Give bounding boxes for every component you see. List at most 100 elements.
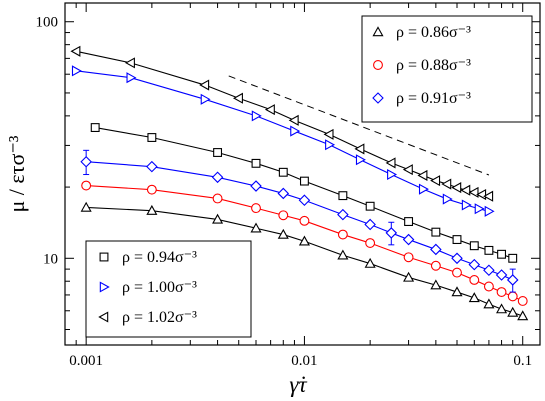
data-point-rho-0.86 — [496, 303, 508, 314]
legend-label-rho-0.88: ρ = 0.88σ⁻³ — [396, 57, 471, 74]
data-point-rho-0.94 — [404, 217, 414, 226]
legend-label-rho-1.02: ρ = 1.02σ⁻³ — [122, 309, 197, 326]
data-point-rho-0.86 — [517, 310, 529, 321]
legend-entry-rho-0.94: ρ = 0.94σ⁻³ — [99, 249, 197, 266]
data-point-rho-0.88 — [430, 260, 441, 271]
data-point-rho-1.02 — [385, 157, 396, 169]
data-point-rho-0.86 — [298, 235, 310, 246]
data-point-rho-0.91 — [468, 258, 481, 271]
legend-marker-rho-0.91 — [372, 92, 384, 104]
data-point-rho-0.91 — [430, 243, 442, 256]
legend-entry-rho-0.86: ρ = 0.86σ⁻³ — [372, 24, 471, 41]
legend-marker-rho-0.86 — [372, 26, 384, 37]
data-point-rho-0.88 — [278, 210, 289, 221]
data-point-rho-0.94 — [508, 253, 518, 263]
data-point-rho-0.86 — [483, 298, 495, 309]
legend-top-right-box — [361, 15, 533, 123]
legend-label-rho-0.86: ρ = 0.86σ⁻³ — [396, 24, 471, 41]
x-axis-title: γ̇τ — [289, 372, 307, 397]
series-line-rho-0.86 — [86, 206, 523, 317]
data-point-rho-0.91 — [495, 269, 508, 281]
data-point-rho-1.00 — [484, 205, 495, 217]
plot-frame — [64, 2, 541, 346]
data-point-rho-0.94 — [365, 201, 375, 211]
data-point-rho-1.02 — [417, 169, 428, 181]
data-point-rho-0.94 — [469, 241, 479, 251]
data-point-rho-1.02 — [70, 45, 81, 57]
data-point-rho-1.00 — [474, 203, 485, 215]
series-rho-1.00 — [71, 65, 495, 217]
data-point-rho-0.94 — [497, 249, 507, 259]
data-point-rho-0.86 — [451, 286, 463, 297]
data-point-rho-1.02 — [441, 178, 452, 190]
legend-label-rho-0.91: ρ = 0.91σ⁻³ — [396, 90, 471, 107]
data-point-rho-0.91 — [451, 252, 463, 265]
data-point-rho-0.94 — [299, 176, 309, 186]
legend-top-right: ρ = 0.86σ⁻³ ρ = 0.88σ⁻³ ρ = 0.91σ⁻³ — [361, 15, 533, 123]
data-point-rho-0.94 — [213, 148, 223, 157]
data-point-rho-1.02 — [288, 114, 299, 126]
data-point-rho-0.88 — [483, 281, 494, 292]
series-rho-0.88 — [81, 180, 528, 306]
data-point-rho-0.86 — [212, 213, 224, 224]
data-point-rho-0.88 — [212, 193, 223, 204]
data-point-rho-0.88 — [507, 291, 518, 302]
reference-line-group — [228, 75, 490, 176]
series-rho-0.91 — [80, 149, 519, 293]
data-point-rho-1.02 — [468, 186, 479, 198]
legend-entry-rho-1.00: ρ = 1.00σ⁻³ — [99, 279, 197, 296]
data-point-rho-1.02 — [451, 182, 462, 194]
data-point-rho-1.00 — [387, 168, 398, 181]
data-point-rho-1.02 — [323, 128, 334, 140]
data-point-rho-0.88 — [452, 267, 462, 278]
data-point-rho-0.88 — [299, 215, 310, 226]
y-axis-title: μ / ετσ⁻³ — [4, 135, 29, 212]
data-point-rho-1.02 — [476, 189, 487, 201]
data-point-rho-1.00 — [325, 139, 336, 151]
data-point-rho-0.88 — [517, 296, 528, 306]
data-point-rho-0.94 — [431, 227, 441, 237]
series-rho-0.86 — [80, 201, 529, 321]
data-point-rho-0.86 — [146, 204, 158, 215]
x-tick-label: 0.01 — [291, 353, 317, 369]
data-point-rho-0.91 — [250, 180, 262, 192]
legend-bottom-left-box — [85, 240, 252, 338]
legend-label-rho-1.00: ρ = 1.00σ⁻³ — [122, 279, 197, 296]
data-point-rho-1.00 — [442, 193, 453, 205]
data-point-rho-0.86 — [364, 257, 376, 268]
data-point-rho-0.91 — [146, 160, 158, 173]
data-point-rho-0.88 — [496, 287, 507, 297]
data-point-rho-1.00 — [418, 183, 429, 195]
data-point-rho-0.88 — [81, 180, 92, 191]
legend-bottom-left: ρ = 0.94σ⁻³ ρ = 1.00σ⁻³ ρ = 1.02σ⁻³ — [85, 240, 252, 338]
data-point-rho-0.88 — [337, 229, 348, 240]
data-point-rho-1.02 — [430, 175, 441, 187]
data-point-rho-1.00 — [251, 110, 262, 122]
series-rho-1.02 — [70, 45, 494, 202]
data-point-rho-0.91 — [506, 274, 519, 286]
data-point-rho-0.88 — [365, 238, 376, 248]
data-point-rho-0.94 — [338, 191, 348, 201]
data-point-rho-0.88 — [469, 274, 480, 285]
data-point-rho-0.88 — [146, 184, 157, 195]
data-point-rho-0.86 — [250, 222, 262, 233]
data-point-rho-0.88 — [403, 252, 414, 263]
y-tick-label: 10 — [43, 251, 58, 267]
legend-marker-rho-0.88 — [373, 60, 383, 70]
data-point-rho-0.86 — [468, 292, 480, 303]
data-point-rho-0.91 — [337, 208, 349, 221]
data-point-rho-0.91 — [298, 194, 311, 206]
data-point-rho-0.86 — [337, 249, 349, 260]
data-point-rho-0.86 — [277, 228, 289, 239]
data-point-rho-1.00 — [461, 199, 472, 211]
data-point-rho-1.00 — [126, 72, 137, 84]
legend-entry-rho-0.88: ρ = 0.88σ⁻³ — [373, 57, 471, 74]
data-point-rho-1.02 — [483, 190, 494, 202]
x-tick-label: 0.1 — [513, 353, 532, 369]
data-point-rho-0.94 — [484, 245, 494, 255]
series-line-rho-0.91 — [86, 161, 513, 281]
series-group — [70, 45, 529, 321]
data-point-rho-1.02 — [199, 79, 210, 91]
axes-group: 0.001 0.01 0.1 10 100 — [36, 3, 540, 369]
data-point-rho-1.02 — [264, 104, 275, 116]
